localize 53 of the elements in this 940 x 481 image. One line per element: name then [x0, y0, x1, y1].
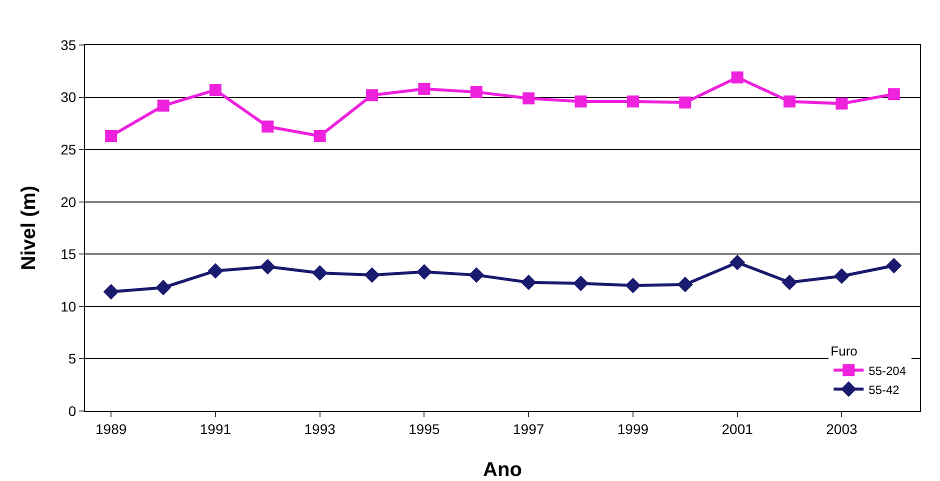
point [468, 267, 484, 283]
x-axis-title: Ano [483, 459, 522, 481]
point [522, 92, 535, 104]
x-tick-label: 1991 [200, 420, 232, 437]
legend-label: 55-42 [868, 382, 900, 397]
point [886, 258, 902, 274]
x-tick-label: 1997 [513, 420, 544, 437]
point [572, 276, 589, 292]
x-tick-label: 1995 [408, 420, 440, 437]
x-tick-label: 1989 [96, 420, 127, 437]
point [626, 95, 639, 108]
point [888, 88, 900, 100]
point [416, 264, 432, 280]
point [103, 284, 119, 300]
point [209, 84, 222, 96]
x-tick-label: 1999 [617, 420, 649, 437]
y-tick-label: 15 [60, 246, 76, 262]
point [364, 267, 380, 283]
point [262, 120, 274, 133]
point [784, 95, 796, 108]
point [679, 96, 692, 109]
point [314, 130, 326, 142]
y-tick-label: 35 [60, 36, 76, 53]
y-tick-label: 5 [68, 350, 76, 367]
point [312, 265, 328, 281]
point [366, 89, 378, 102]
y-tick-label: 20 [60, 194, 76, 210]
point [470, 86, 482, 98]
point [418, 82, 430, 95]
point [834, 268, 850, 284]
point [105, 130, 118, 142]
y-tick-label: 30 [60, 89, 76, 106]
point [677, 276, 693, 292]
point [260, 258, 276, 274]
point [574, 95, 587, 108]
point [208, 263, 224, 279]
point [155, 280, 172, 296]
y-tick-label: 0 [68, 402, 76, 419]
y-tick-label: 25 [60, 141, 76, 158]
point [836, 98, 848, 110]
x-tick-label: 2003 [826, 420, 858, 437]
y-axis-title: Nivel (m) [18, 186, 40, 270]
point [731, 71, 744, 84]
point [625, 278, 641, 294]
x-tick-label: 2001 [722, 420, 754, 437]
legend-title: Furo [830, 344, 858, 359]
legend-label: 55-204 [868, 364, 906, 378]
point [730, 254, 746, 270]
point [782, 274, 798, 290]
x-tick-label: 1993 [304, 420, 336, 437]
y-tick-label: 10 [60, 298, 76, 314]
point [520, 274, 536, 290]
point [157, 100, 170, 112]
